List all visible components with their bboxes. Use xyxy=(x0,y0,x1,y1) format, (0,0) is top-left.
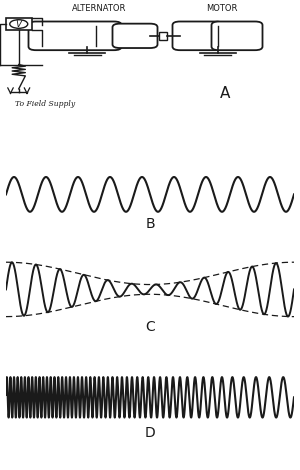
FancyBboxPatch shape xyxy=(112,24,158,48)
Text: C: C xyxy=(145,320,155,334)
Text: A: A xyxy=(220,86,230,101)
FancyBboxPatch shape xyxy=(212,22,262,50)
FancyBboxPatch shape xyxy=(28,22,122,50)
Text: ALTERNATOR: ALTERNATOR xyxy=(72,4,126,13)
FancyBboxPatch shape xyxy=(172,22,224,50)
Bar xyxy=(6,18,31,30)
Text: V: V xyxy=(16,20,22,29)
Text: MOTOR: MOTOR xyxy=(206,4,238,13)
Text: To Field Supply: To Field Supply xyxy=(15,101,75,109)
Text: B: B xyxy=(145,217,155,231)
Bar xyxy=(159,32,167,40)
Text: D: D xyxy=(145,426,155,440)
